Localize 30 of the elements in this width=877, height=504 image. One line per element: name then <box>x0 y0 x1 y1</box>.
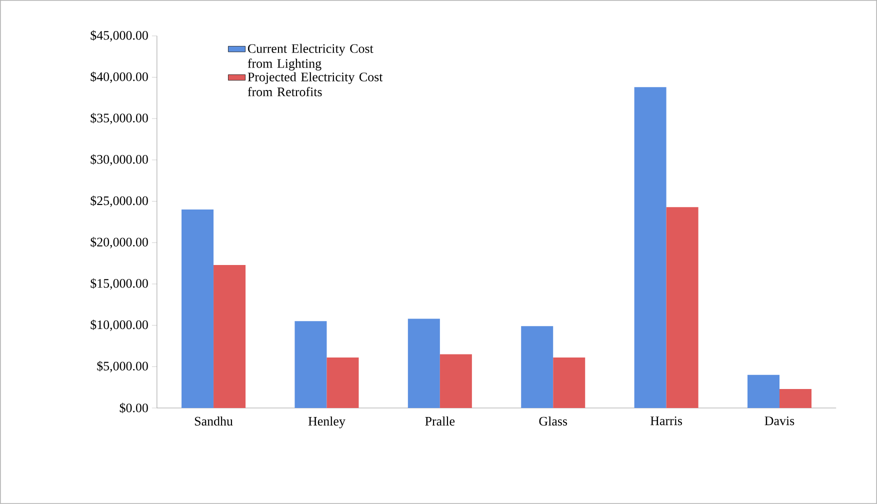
bar <box>294 321 327 408</box>
bar <box>326 358 359 408</box>
y-tick-label: $20,000.00 <box>90 236 148 248</box>
x-tick-label: Davis <box>764 416 794 426</box>
bar <box>521 326 554 408</box>
bar <box>553 358 586 408</box>
bar <box>440 354 472 408</box>
bar <box>666 207 698 408</box>
bar <box>634 87 666 408</box>
bar <box>408 318 440 408</box>
x-tick-label: Henley <box>308 416 346 428</box>
legend-label: Current Electricity Cost from Lighting <box>248 44 374 71</box>
bar <box>747 374 780 408</box>
y-tick-label: $45,000.00 <box>90 30 148 42</box>
y-tick-label: $15,000.00 <box>90 278 148 290</box>
y-tick-label: $35,000.00 <box>90 112 148 124</box>
bar <box>214 264 246 408</box>
y-tick-label: $30,000.00 <box>90 154 148 166</box>
y-tick-label: $5,000.00 <box>97 361 148 372</box>
x-tick-label: Pralle <box>425 416 455 426</box>
x-tick-label: Glass <box>539 416 568 426</box>
x-tick-label: Harris <box>650 416 682 426</box>
x-tick-label: Sandhu <box>194 416 233 426</box>
y-tick-label: $25,000.00 <box>90 196 148 208</box>
bar <box>779 389 812 408</box>
legend-label: Projected Electricity Cost from Retrofits <box>248 72 383 96</box>
y-tick-label: $40,000.00 <box>90 72 148 83</box>
bar <box>182 210 214 408</box>
y-tick-label: $10,000.00 <box>90 320 148 332</box>
y-tick-label: $0.00 <box>120 402 148 414</box>
